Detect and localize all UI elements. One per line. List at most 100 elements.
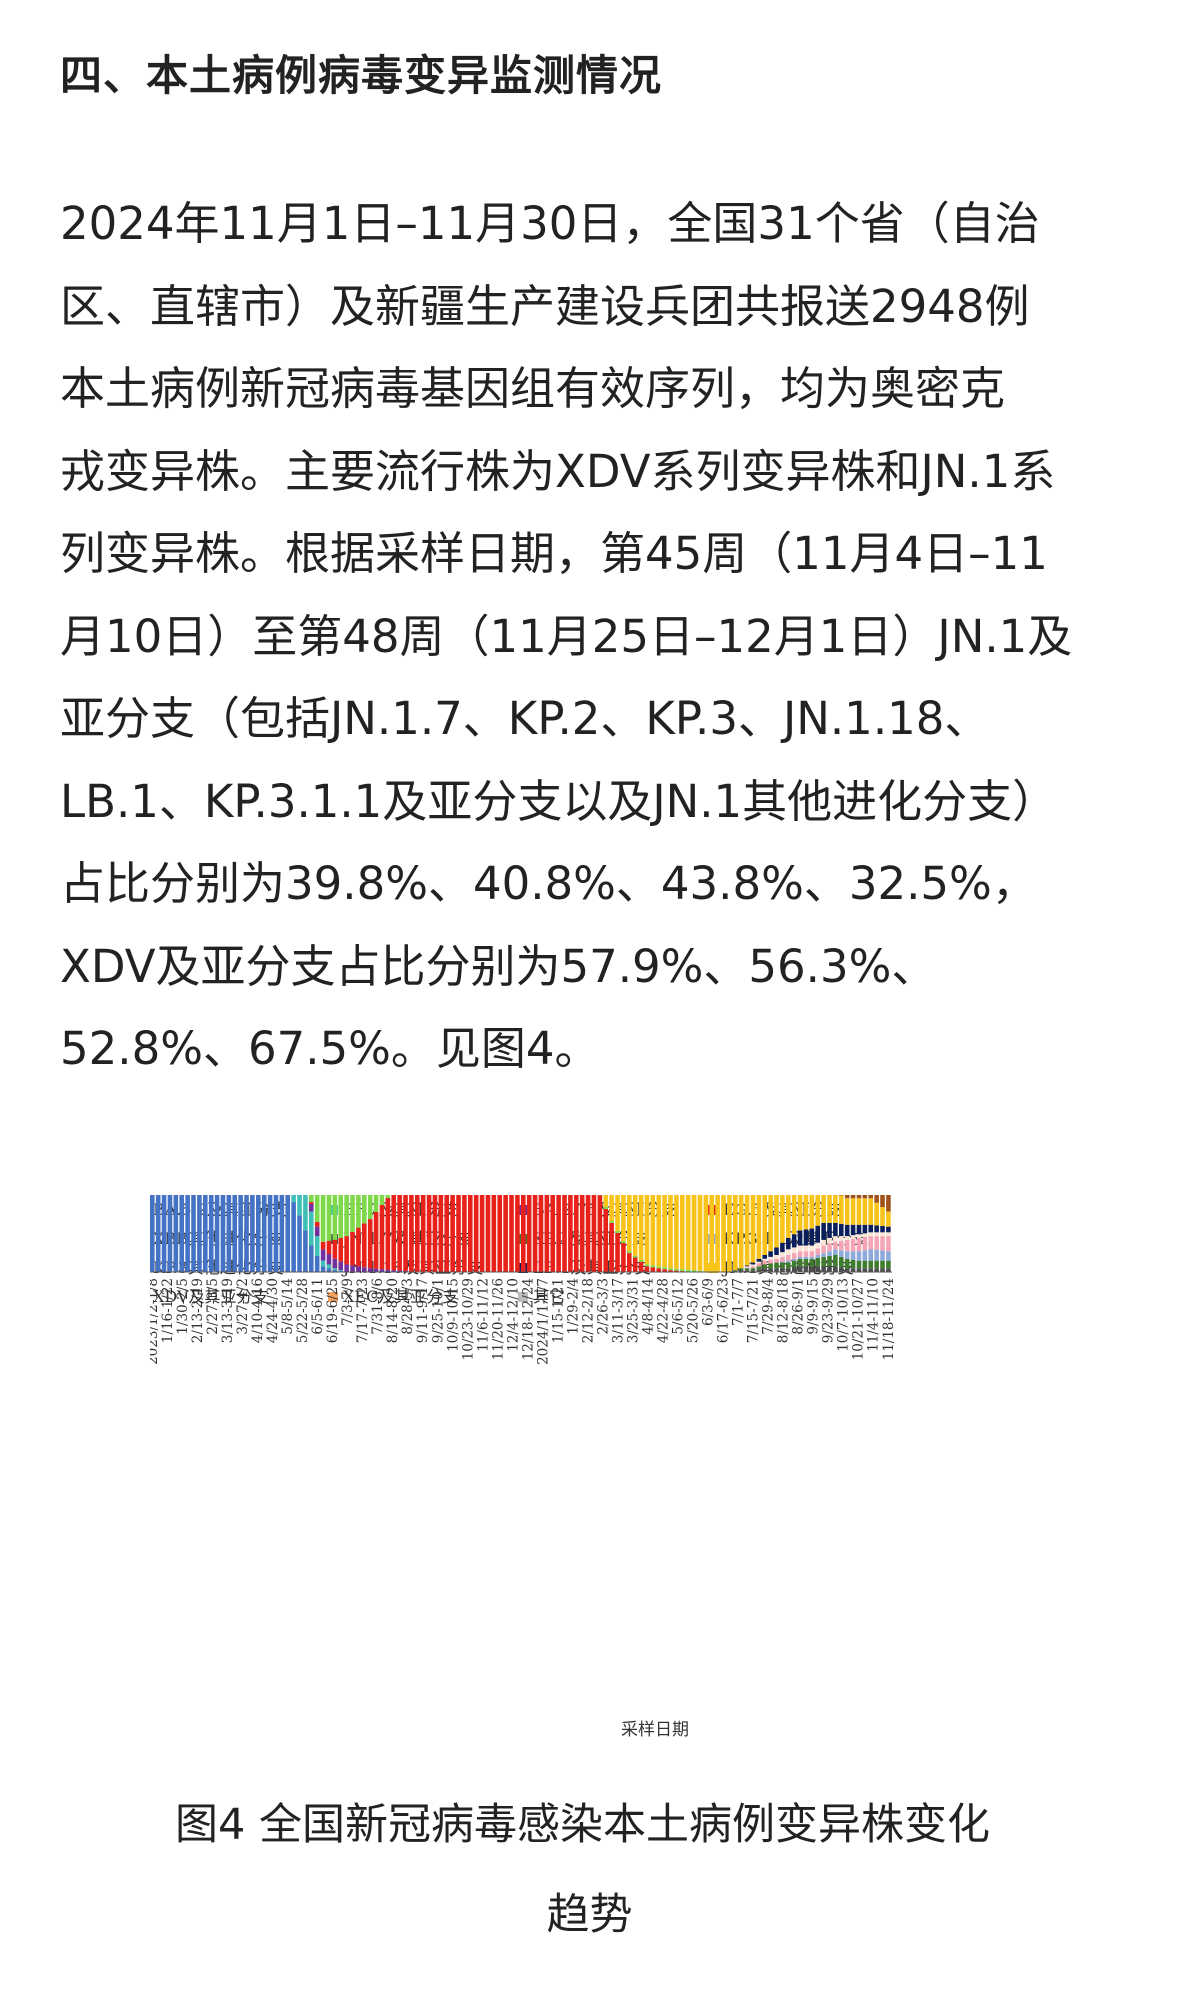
bar-segment-kp-2: [815, 1257, 821, 1267]
bar-segment-eg-5: [314, 1221, 320, 1227]
bar-segment-kp-3: [750, 1266, 756, 1269]
bar-segment-ba-2-75: [356, 1266, 361, 1272]
bar-segment-eg-5: [397, 1195, 402, 1271]
x-tick-label: 11/18-11/24: [881, 1278, 897, 1360]
bar-segment-xbb: [632, 1255, 638, 1258]
bar-segment-jn-1: [727, 1195, 732, 1272]
bar-segment-jn-1: [868, 1198, 874, 1225]
bar-segment-eg-5: [532, 1195, 538, 1272]
bar-segment-jn-1-18: [839, 1236, 844, 1241]
bar-segment-lb-1: [762, 1254, 768, 1259]
bar-segment-jn-1-18: [880, 1232, 885, 1237]
x-tick-label: 4/8-4/14: [640, 1278, 656, 1335]
legend-label: XEC及其亚分支: [343, 1287, 458, 1306]
x-tick-label: 10/9-10/15: [445, 1278, 461, 1352]
bar-segment-jn-1: [874, 1202, 879, 1226]
x-tick-label: 6/5-6/11: [310, 1278, 326, 1335]
bar-segment-jn-1: [844, 1198, 850, 1225]
x-tick-label: 7/17-7/23: [355, 1278, 371, 1343]
bar-segment-eg-5: [403, 1195, 408, 1272]
bar-segment-jn-1: [827, 1195, 832, 1223]
bar-segment-bf-7: [309, 1211, 314, 1246]
bar-segment-eg-5: [309, 1202, 314, 1204]
bar-segment-ba-2-75: [320, 1249, 326, 1261]
bar-segment-jn-1-7: [868, 1268, 874, 1272]
bar-segment-eg-5: [568, 1195, 573, 1272]
bar-segment-kp-3-1-1: [791, 1258, 797, 1261]
bar-segment-kp-3-1-1: [803, 1256, 809, 1259]
bar-segment-jn-1-18: [827, 1237, 832, 1244]
bar-segment-kp-2: [733, 1270, 738, 1272]
bar-segment-kp-2: [856, 1260, 862, 1269]
x-tick-label: 5/6-5/12: [671, 1278, 687, 1335]
bar-segment-jn-1: [697, 1195, 703, 1271]
x-tick-label: 6/19-6/25: [325, 1278, 341, 1343]
bar-segment-bf-7: [297, 1195, 302, 1216]
bar-segment-ba-5-2: [326, 1268, 332, 1272]
bar-segment-lb-1: [862, 1224, 868, 1234]
bar-segment-jn-1-18: [750, 1264, 756, 1267]
bar-segment-eg-5: [597, 1195, 603, 1272]
bar-segment-kp-3-1-1: [797, 1256, 803, 1259]
bar-segment-eg-5: [621, 1243, 626, 1272]
bar-segment-ba-5-2: [320, 1266, 326, 1272]
bar-segment-jn-1-18: [868, 1232, 874, 1237]
bar-segment-jn-1-7: [850, 1268, 856, 1272]
bar-segment-xdv: [844, 1195, 850, 1199]
x-tick-label: 12/18-12/24: [520, 1278, 536, 1360]
bar-segment-eg-5: [491, 1195, 497, 1272]
bar-segment-xbb: [344, 1195, 349, 1237]
bar-segment-kp-3: [786, 1254, 791, 1261]
x-tick-label: 9/9-9/15: [806, 1278, 822, 1335]
bar-segment-xbb: [674, 1268, 679, 1271]
bar-segment-ba-5-2: [167, 1195, 173, 1272]
x-tick-label: 11/20-11/26: [490, 1278, 506, 1360]
bar-segment-jn-1: [774, 1195, 779, 1248]
bar-segment-ba-5-2: [297, 1215, 302, 1272]
bar-segment-jn-1-7: [738, 1270, 744, 1272]
x-tick-label: 4/22-4/28: [656, 1278, 672, 1343]
bar-segment-eg-5: [509, 1195, 514, 1272]
bar-segment-kp-3: [886, 1236, 891, 1252]
bar-segment-lb-1: [815, 1225, 821, 1243]
bar-segment-xdv: [868, 1195, 874, 1199]
x-tick-label: 4/10-4/16: [250, 1278, 266, 1343]
bar-segment-jn-1: [833, 1195, 838, 1223]
bar-segment-bf-7: [320, 1260, 326, 1267]
bar-segment-ba-2-75: [373, 1268, 379, 1272]
bar-segment-jn-1: [691, 1195, 697, 1271]
bar-segment-jn-1-7: [815, 1266, 821, 1272]
bar-segment-eg-5: [438, 1195, 444, 1272]
bar-segment-kp-2: [762, 1264, 768, 1269]
bar-segment-jn-1-7: [791, 1267, 797, 1272]
bar-segment-jn-1: [627, 1195, 632, 1252]
bar-segment-lb-1: [821, 1222, 826, 1240]
x-axis-label: 采样日期: [621, 1720, 689, 1740]
bar-segment-jn-1: [821, 1195, 826, 1223]
bar-segment-bf-7: [332, 1268, 338, 1271]
bar-segment-eg-5: [644, 1266, 650, 1272]
bar-segment-kp-2: [862, 1260, 868, 1269]
bar-segment-kp-3-1-1: [886, 1251, 891, 1261]
bar-segment-eg-5: [415, 1195, 420, 1272]
bar-segment-lb-1: [868, 1224, 874, 1233]
paragraph-line: XDV及亚分支占比分别为57.9%、56.3%、: [60, 939, 937, 993]
bar-segment-ba-2-75: [362, 1267, 367, 1272]
bar-segment-kp-2: [774, 1262, 779, 1269]
x-tick-label: 10/7-10/13: [836, 1278, 852, 1352]
bar-segment-ba-5-2: [208, 1195, 214, 1272]
bar-segment-kp-2: [839, 1256, 844, 1268]
bar-segment-eg-5: [638, 1261, 644, 1272]
bar-segment-xbb: [638, 1260, 644, 1262]
x-tick-label: 2/27-3/5: [205, 1278, 221, 1335]
bar-segment-jn-1-7: [803, 1266, 809, 1272]
bar-segment-ba-5-2: [267, 1195, 273, 1272]
bar-segment-xbb: [385, 1195, 391, 1198]
bar-segment-lb-1: [839, 1223, 844, 1237]
bar-segment-eg-5: [473, 1195, 479, 1272]
bar-segment-jn-1: [668, 1195, 673, 1269]
bar-segment-bf-7: [314, 1236, 320, 1256]
bar-segment-lb-1: [886, 1226, 891, 1233]
bar-segment-lb-1: [850, 1224, 856, 1236]
bar-segment-eg-5: [444, 1195, 450, 1272]
